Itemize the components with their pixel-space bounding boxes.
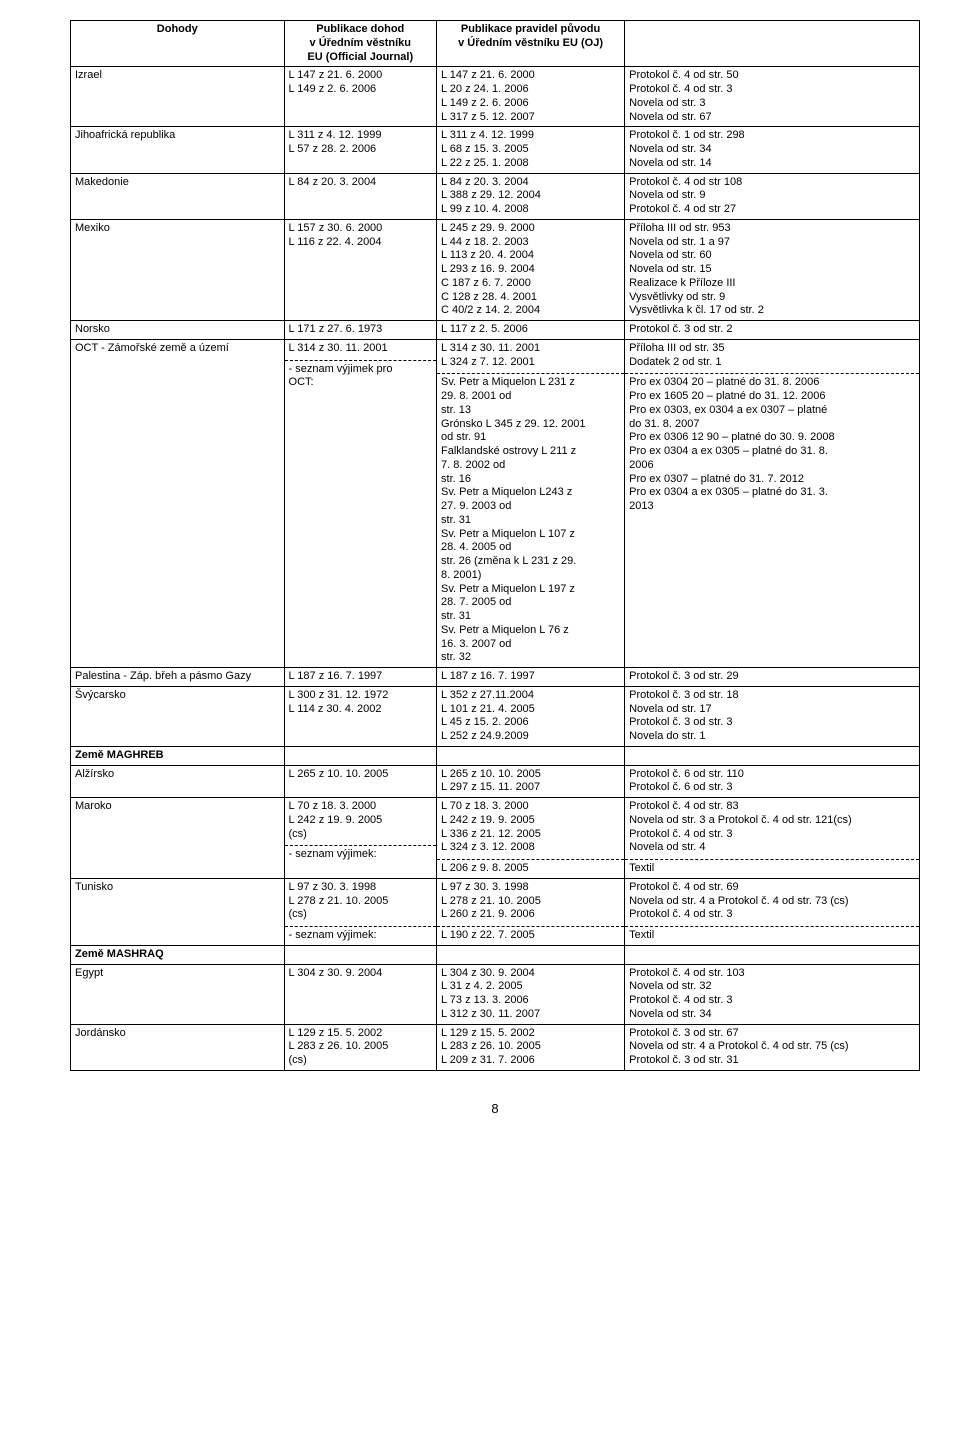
section-label: Země MASHRAQ [71, 945, 285, 964]
cell: Jordánsko [71, 1024, 285, 1070]
cell: Tunisko [71, 878, 285, 945]
section-mashraq: Země MASHRAQ [71, 945, 920, 964]
cell: Protokol č. 4 od str 108 Novela od str. … [625, 173, 920, 219]
cell: Protokol č. 1 od str. 298 Novela od str.… [625, 127, 920, 173]
cell: L 311 z 4. 12. 1999 L 57 z 28. 2. 2006 [284, 127, 437, 173]
cell: Maroko [71, 798, 285, 879]
cell: L 304 z 30. 9. 2004 [284, 964, 437, 1024]
cell: Palestina - Záp. břeh a pásmo Gazy [71, 668, 285, 687]
cell: Alžírsko [71, 765, 285, 798]
cell: Makedonie [71, 173, 285, 219]
cell: L 129 z 15. 5. 2002 L 283 z 26. 10. 2005… [437, 1024, 625, 1070]
cell: L 129 z 15. 5. 2002 L 283 z 26. 10. 2005… [284, 1024, 437, 1070]
cell: Příloha III od str. 953 Novela od str. 1… [625, 219, 920, 320]
section-label: Země MAGHREB [71, 746, 285, 765]
cell [284, 945, 437, 964]
table-row: Makedonie L 84 z 20. 3. 2004 L 84 z 20. … [71, 173, 920, 219]
table-row: Mexiko L 157 z 30. 6. 2000 L 116 z 22. 4… [71, 219, 920, 320]
cell: L 187 z 16. 7. 1997 [284, 668, 437, 687]
table-row: Jihoafrická republika L 311 z 4. 12. 199… [71, 127, 920, 173]
agreements-table: Dohody Publikace dohod v Úředním věstník… [70, 20, 920, 1071]
cell [284, 746, 437, 765]
cell: L 157 z 30. 6. 2000 L 116 z 22. 4. 2004 [284, 219, 437, 320]
cell: Protokol č. 3 od str. 29 [625, 668, 920, 687]
cell: Protokol č. 4 od str. 103 Novela od str.… [625, 964, 920, 1024]
cell: Švýcarsko [71, 686, 285, 746]
col-publikace-pravidel: Publikace pravidel původu v Úředním věst… [437, 21, 625, 67]
col-dohody: Dohody [71, 21, 285, 67]
col-publikace-dohod: Publikace dohod v Úředním věstníku EU (O… [284, 21, 437, 67]
cell: L 300 z 31. 12. 1972 L 114 z 30. 4. 2002 [284, 686, 437, 746]
cell: L 70 z 18. 3. 2000 L 242 z 19. 9. 2005 L… [437, 798, 625, 879]
cell: Protokol č. 4 od str. 50 Protokol č. 4 o… [625, 67, 920, 127]
cell: L 265 z 10. 10. 2005 [284, 765, 437, 798]
cell: Protokol č. 3 od str. 2 [625, 321, 920, 340]
cell: L 265 z 10. 10. 2005 L 297 z 15. 11. 200… [437, 765, 625, 798]
col-notes [625, 21, 920, 67]
cell: L 70 z 18. 3. 2000 L 242 z 19. 9. 2005 (… [284, 798, 437, 879]
table-header-row: Dohody Publikace dohod v Úředním věstník… [71, 21, 920, 67]
cell: L 245 z 29. 9. 2000 L 44 z 18. 2. 2003 L… [437, 219, 625, 320]
cell: L 84 z 20. 3. 2004 L 388 z 29. 12. 2004 … [437, 173, 625, 219]
page-number: 8 [70, 1101, 920, 1116]
cell: L 314 z 30. 11. 2001 L 324 z 7. 12. 2001… [437, 339, 625, 667]
cell: OCT - Zámořské země a území [71, 339, 285, 667]
cell: Protokol č. 6 od str. 110 Protokol č. 6 … [625, 765, 920, 798]
cell [437, 945, 625, 964]
cell: Jihoafrická republika [71, 127, 285, 173]
table-row: Jordánsko L 129 z 15. 5. 2002 L 283 z 26… [71, 1024, 920, 1070]
cell: L 147 z 21. 6. 2000 L 149 z 2. 6. 2006 [284, 67, 437, 127]
cell: L 314 z 30. 11. 2001 - seznam výjimek pr… [284, 339, 437, 667]
cell [437, 746, 625, 765]
cell: Izrael [71, 67, 285, 127]
cell [625, 945, 920, 964]
cell: L 311 z 4. 12. 1999 L 68 z 15. 3. 2005 L… [437, 127, 625, 173]
table-row: Egypt L 304 z 30. 9. 2004 L 304 z 30. 9.… [71, 964, 920, 1024]
cell: Protokol č. 4 od str. 69 Novela od str. … [625, 878, 920, 945]
cell [625, 746, 920, 765]
cell: Mexiko [71, 219, 285, 320]
cell: L 352 z 27.11.2004 L 101 z 21. 4. 2005 L… [437, 686, 625, 746]
cell: Protokol č. 4 od str. 83 Novela od str. … [625, 798, 920, 879]
cell: L 97 z 30. 3. 1998 L 278 z 21. 10. 2005 … [284, 878, 437, 945]
cell: L 187 z 16. 7. 1997 [437, 668, 625, 687]
table-row: Palestina - Záp. břeh a pásmo Gazy L 187… [71, 668, 920, 687]
cell: L 84 z 20. 3. 2004 [284, 173, 437, 219]
cell: Protokol č. 3 od str. 18 Novela od str. … [625, 686, 920, 746]
cell: L 117 z 2. 5. 2006 [437, 321, 625, 340]
cell: Protokol č. 3 od str. 67 Novela od str. … [625, 1024, 920, 1070]
cell: Příloha III od str. 35 Dodatek 2 od str.… [625, 339, 920, 667]
cell: L 304 z 30. 9. 2004 L 31 z 4. 2. 2005 L … [437, 964, 625, 1024]
table-row: Alžírsko L 265 z 10. 10. 2005 L 265 z 10… [71, 765, 920, 798]
section-maghreb: Země MAGHREB [71, 746, 920, 765]
cell: L 171 z 27. 6. 1973 [284, 321, 437, 340]
table-row: Švýcarsko L 300 z 31. 12. 1972 L 114 z 3… [71, 686, 920, 746]
table-row: Izrael L 147 z 21. 6. 2000 L 149 z 2. 6.… [71, 67, 920, 127]
cell: L 147 z 21. 6. 2000 L 20 z 24. 1. 2006 L… [437, 67, 625, 127]
cell: L 97 z 30. 3. 1998 L 278 z 21. 10. 2005 … [437, 878, 625, 945]
table-row-oct: OCT - Zámořské země a území L 314 z 30. … [71, 339, 920, 667]
table-row-maroko: Maroko L 70 z 18. 3. 2000 L 242 z 19. 9.… [71, 798, 920, 879]
table-row: Norsko L 171 z 27. 6. 1973 L 117 z 2. 5.… [71, 321, 920, 340]
cell: Egypt [71, 964, 285, 1024]
cell: Norsko [71, 321, 285, 340]
table-row-tunisko: Tunisko L 97 z 30. 3. 1998 L 278 z 21. 1… [71, 878, 920, 945]
